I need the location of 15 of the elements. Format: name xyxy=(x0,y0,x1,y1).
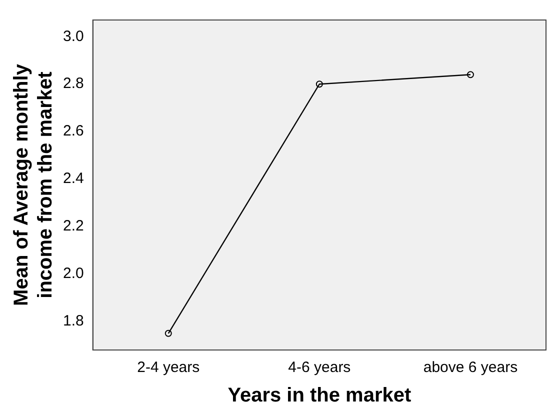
x-tick-label: 4-6 years xyxy=(288,359,351,376)
y-tick-label: 3.0 xyxy=(62,28,84,45)
point xyxy=(164,330,172,337)
y-tick-label: 2.2 xyxy=(62,218,84,235)
y-axis-title: Mean of Average monthly income from the market xyxy=(10,63,57,306)
y-tick-label: 2.4 xyxy=(62,170,84,188)
point xyxy=(316,80,323,88)
y-tick-label: 2.0 xyxy=(62,265,84,282)
x-tick-label: above 6 years xyxy=(423,359,518,376)
y-tick-label: 2.8 xyxy=(62,75,84,92)
x-tick-label: 2-4 years xyxy=(137,359,200,376)
point xyxy=(466,71,474,78)
y-tick-label: 2.6 xyxy=(62,122,84,140)
y-tick-label: 1.8 xyxy=(62,312,84,330)
x-axis-title: Years in the market xyxy=(228,384,412,407)
